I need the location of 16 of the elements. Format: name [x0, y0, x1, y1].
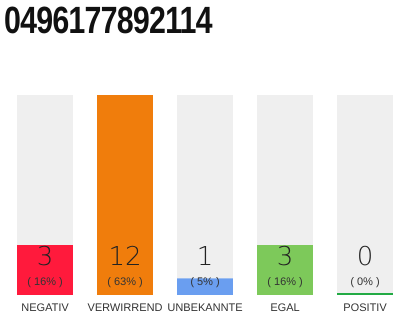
annotation: ( 63% ) — [107, 276, 143, 288]
x-tick-label: NEGATIV — [21, 302, 70, 314]
x-tick-label: VERWIRREND — [88, 302, 163, 314]
data-label: 0 — [356, 242, 374, 272]
data-label: 3 — [276, 242, 294, 272]
annotation: ( 16% ) — [27, 276, 63, 288]
annotation: ( 16% ) — [267, 276, 303, 288]
annotation: ( 5% ) — [190, 276, 220, 288]
x-tick-label: EGAL — [270, 302, 300, 314]
data-label: 12 — [108, 242, 142, 272]
chart-title: 0496177892114 — [4, 0, 212, 43]
annotation: ( 0% ) — [350, 276, 380, 288]
x-tick-label: UNBEKANNTE — [167, 302, 243, 314]
data-label: 3 — [36, 242, 54, 272]
x-tick-label: POSITIV — [343, 302, 388, 314]
data-label: 1 — [196, 242, 214, 272]
